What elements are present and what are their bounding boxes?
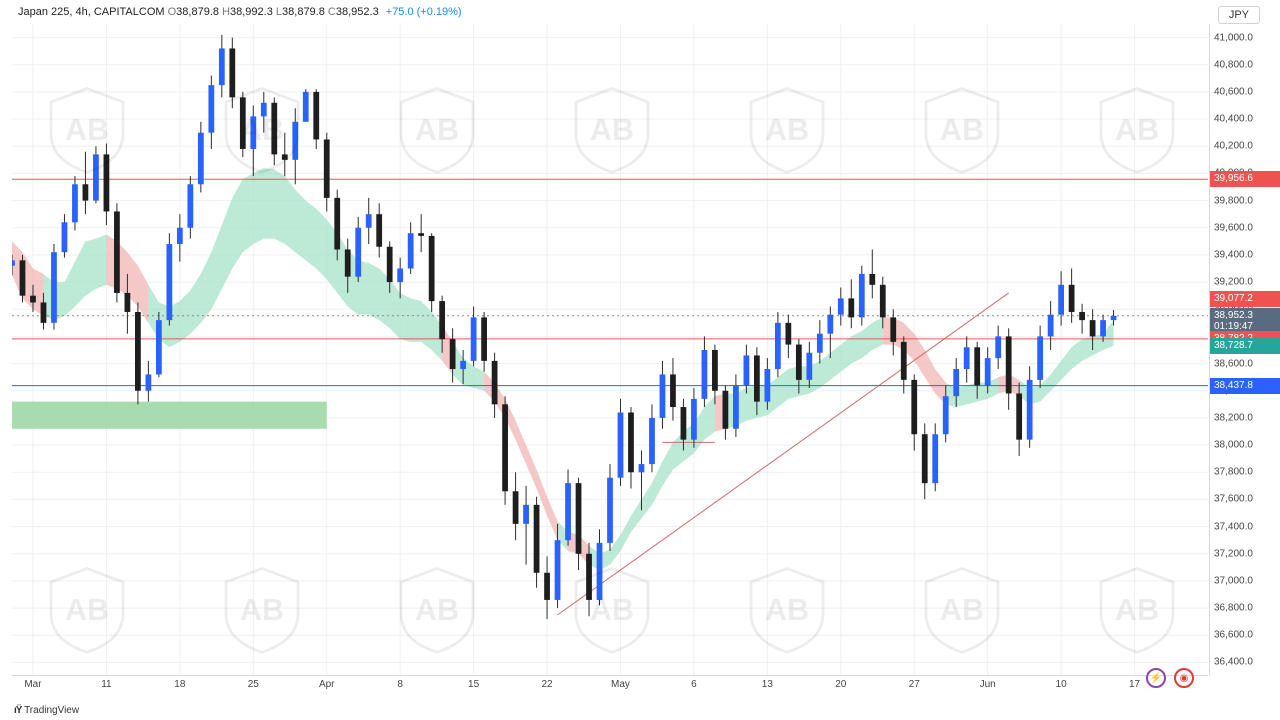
price-axis[interactable]: 36,400.0 36,600.0 36,800.0 37,000.0 37,200.0… <box>1209 24 1280 676</box>
time-tick: 11 <box>101 679 111 690</box>
time-tick: 13 <box>762 679 773 690</box>
price-tick: 38,000.0 <box>1214 440 1253 451</box>
price-tick: 36,800.0 <box>1214 603 1253 614</box>
price-tick: 37,800.0 <box>1214 467 1253 478</box>
time-tick: 18 <box>174 679 185 690</box>
price-tick: 38,200.0 <box>1214 412 1253 423</box>
snapshot-icon[interactable]: ⚡ <box>1146 668 1166 688</box>
time-tick: 25 <box>248 679 259 690</box>
time-axis[interactable]: Mar 11 18 25 Apr 8 15 22 May 6 13 20 27 Jun 10 17 <box>12 675 1208 696</box>
price-tag: 38,437.8 <box>1210 378 1280 394</box>
price-tick: 37,600.0 <box>1214 494 1253 505</box>
currency-button[interactable]: JPY <box>1218 6 1260 24</box>
tradingview-logo[interactable]: ıŸ TradingView <box>14 705 79 716</box>
price-change: +75.0 (+0.19%) <box>386 6 462 18</box>
time-tick: 8 <box>397 679 403 690</box>
price-tick: 36,400.0 <box>1214 657 1253 668</box>
price-tick: 39,200.0 <box>1214 277 1253 288</box>
chart-action-icons: ⚡ ◉ <box>1146 668 1194 688</box>
price-tick: 41,000.0 <box>1214 32 1253 43</box>
symbol-info-bar: Japan 225, 4h, CAPITALCOM O38,879.8 H38,… <box>18 6 462 18</box>
price-tick: 37,000.0 <box>1214 575 1253 586</box>
price-tick: 40,400.0 <box>1214 114 1253 125</box>
price-tick: 39,600.0 <box>1214 222 1253 233</box>
time-tick: 10 <box>1056 679 1067 690</box>
time-tick: 27 <box>909 679 920 690</box>
time-tick: May <box>611 679 630 690</box>
symbol-name[interactable]: Japan 225, 4h, CAPITALCOM <box>18 6 165 18</box>
time-tick: Jun <box>980 679 996 690</box>
price-tick: 40,800.0 <box>1214 59 1253 70</box>
price-tick: 38,600.0 <box>1214 358 1253 369</box>
time-tick: 22 <box>541 679 552 690</box>
price-tag: 39,077.2 <box>1210 291 1280 307</box>
price-tick: 36,600.0 <box>1214 630 1253 641</box>
time-tick: 15 <box>468 679 479 690</box>
time-tick: 17 <box>1129 679 1140 690</box>
chart-plot-area[interactable]: ABABABABABABABABABABABABABAB <box>12 24 1208 676</box>
time-tick: 6 <box>691 679 697 690</box>
chart-container: Japan 225, 4h, CAPITALCOM O38,879.8 H38,… <box>0 0 1280 720</box>
time-tick: 20 <box>835 679 846 690</box>
price-tick: 40,600.0 <box>1214 86 1253 97</box>
price-tick: 39,800.0 <box>1214 195 1253 206</box>
ohlc-readout: O38,879.8 H38,992.3 L38,879.8 C38,952.3 <box>168 6 382 18</box>
price-tick: 37,400.0 <box>1214 521 1253 532</box>
price-tick: 39,400.0 <box>1214 249 1253 260</box>
target-icon[interactable]: ◉ <box>1174 668 1194 688</box>
price-tick: 40,200.0 <box>1214 141 1253 152</box>
time-tick: Mar <box>24 679 41 690</box>
price-tag: 38,728.7 <box>1210 338 1280 354</box>
price-tick: 37,200.0 <box>1214 548 1253 559</box>
time-tick: Apr <box>319 679 335 690</box>
price-tag: 39,956.6 <box>1210 171 1280 187</box>
